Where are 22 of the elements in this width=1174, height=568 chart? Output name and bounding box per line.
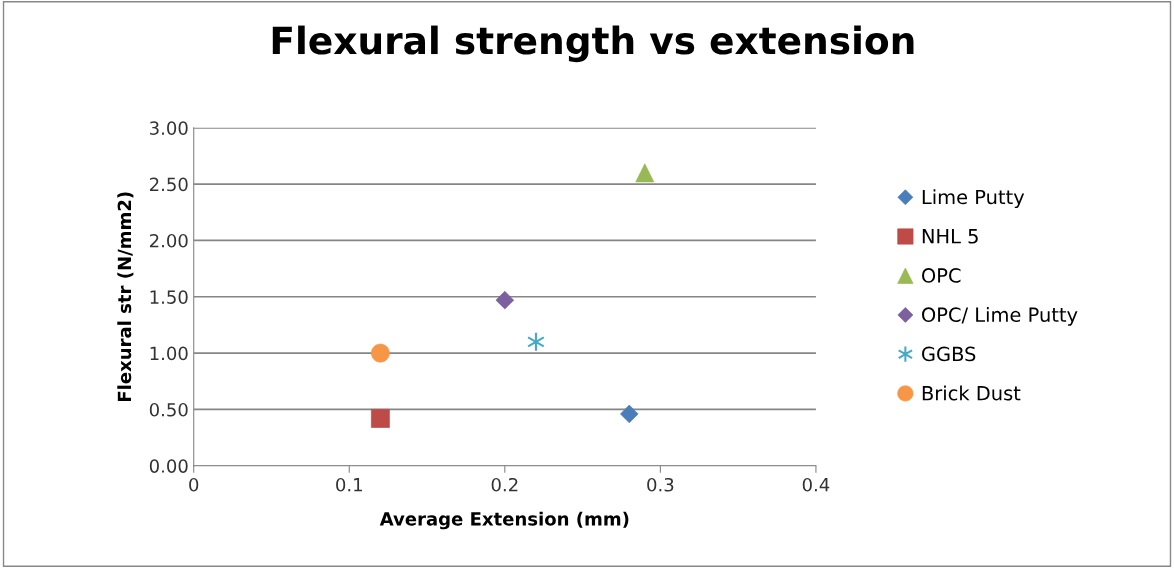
y-tick-label: 1.00 [150, 346, 188, 361]
x-tick-label: 0.3 [647, 477, 674, 492]
y-tick-label: 1.50 [150, 290, 188, 304]
legend-label: OPC [922, 268, 961, 283]
y-tick-label: 2.00 [149, 233, 188, 248]
point [371, 409, 390, 428]
y-tick-label: 3.00 [150, 121, 188, 135]
y-tick-label: 0.00 [149, 459, 188, 473]
y-tick-label: 2.50 [149, 177, 188, 192]
chart-title: Flexural strength vs extension [272, 25, 914, 63]
legend-label: OPC/ Lime Putty [922, 306, 1078, 326]
legend-label: Lime Putty [922, 189, 1025, 209]
x-axis-title: Average Extension (mm) [379, 511, 629, 530]
y-axis-title: Flexural str (N/mm2) [117, 192, 134, 402]
legend-label: GGBS [922, 346, 976, 362]
legend-label: Brick Dust [922, 385, 1021, 401]
x-tick-label: 0.4 [802, 477, 830, 492]
y-tick-label: 0.50 [149, 402, 188, 417]
legend-label: NHL 5 [922, 229, 978, 244]
x-tick-label: 0.2 [491, 477, 518, 492]
x-tick-label: 0 [189, 477, 199, 492]
x-tick-label: 0.1 [336, 477, 362, 492]
